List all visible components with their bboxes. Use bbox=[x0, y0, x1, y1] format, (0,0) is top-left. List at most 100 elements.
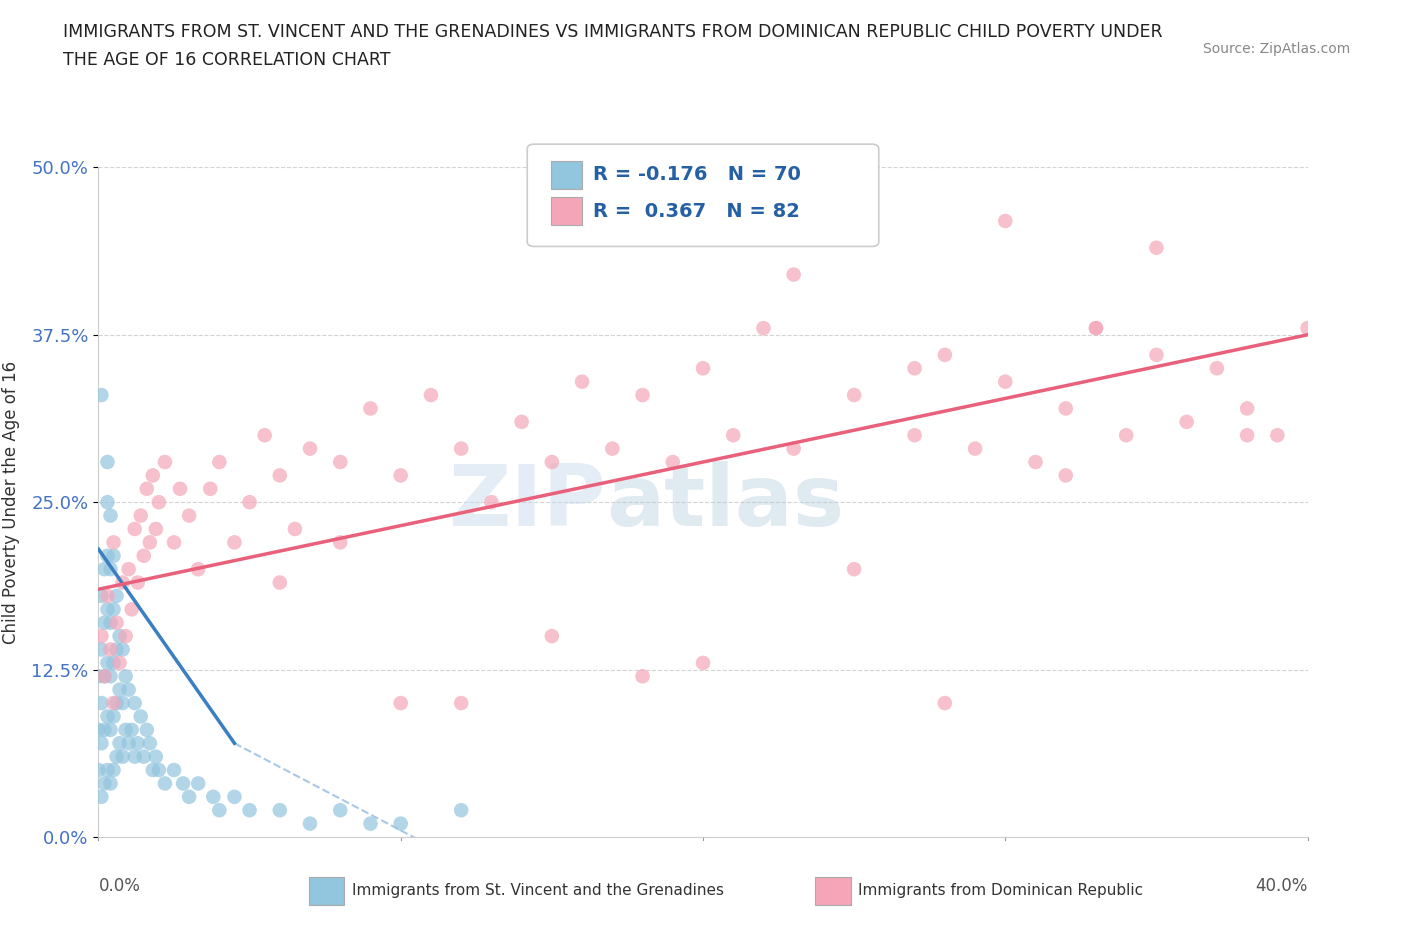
Point bbox=[177, 790, 201, 804]
Point bbox=[163, 763, 186, 777]
Point bbox=[450, 441, 472, 456]
Point bbox=[124, 696, 146, 711]
Point bbox=[121, 723, 143, 737]
Text: ZIP: ZIP bbox=[449, 460, 606, 544]
Point bbox=[540, 629, 562, 644]
Point bbox=[1265, 428, 1288, 443]
Point bbox=[1085, 321, 1108, 336]
Point bbox=[103, 602, 125, 617]
Point bbox=[105, 696, 128, 711]
Point bbox=[540, 455, 562, 470]
Point bbox=[93, 723, 115, 737]
Point bbox=[269, 468, 291, 483]
Point bbox=[103, 549, 125, 564]
Point bbox=[103, 696, 125, 711]
Point bbox=[108, 629, 131, 644]
Point bbox=[90, 696, 112, 711]
Point bbox=[153, 776, 176, 790]
Point bbox=[103, 709, 125, 724]
Point bbox=[1175, 415, 1198, 430]
Point bbox=[329, 455, 352, 470]
Point bbox=[90, 388, 112, 403]
Point bbox=[118, 736, 141, 751]
Point bbox=[510, 415, 533, 430]
Point bbox=[661, 455, 683, 470]
Text: 40.0%: 40.0% bbox=[1256, 877, 1308, 896]
Point bbox=[139, 736, 162, 751]
Point bbox=[1144, 240, 1167, 255]
Point bbox=[450, 696, 472, 711]
Point bbox=[934, 696, 956, 711]
Point bbox=[200, 482, 222, 497]
Point bbox=[1206, 361, 1229, 376]
Point bbox=[132, 750, 155, 764]
Point bbox=[269, 575, 291, 590]
Point bbox=[269, 803, 291, 817]
Point bbox=[90, 589, 112, 604]
Point bbox=[994, 214, 1017, 229]
Point bbox=[1236, 401, 1258, 416]
Text: 0.0%: 0.0% bbox=[98, 877, 141, 896]
Point bbox=[100, 723, 122, 737]
Point bbox=[360, 817, 382, 831]
Point bbox=[389, 817, 412, 831]
Point bbox=[111, 696, 134, 711]
Point bbox=[389, 696, 412, 711]
Point bbox=[127, 736, 149, 751]
Point bbox=[571, 374, 593, 389]
Point bbox=[994, 374, 1017, 389]
Point bbox=[202, 790, 225, 804]
Point bbox=[1024, 455, 1046, 470]
Point bbox=[631, 388, 654, 403]
Point bbox=[111, 642, 134, 657]
Point bbox=[844, 562, 866, 577]
Point bbox=[177, 508, 201, 523]
Point bbox=[96, 455, 118, 470]
Point bbox=[96, 602, 118, 617]
Point bbox=[103, 535, 125, 550]
Point bbox=[127, 575, 149, 590]
Text: atlas: atlas bbox=[606, 460, 845, 544]
Point bbox=[187, 776, 209, 790]
Text: R =  0.367   N = 82: R = 0.367 N = 82 bbox=[593, 202, 800, 220]
Point bbox=[121, 602, 143, 617]
Point bbox=[96, 549, 118, 564]
Point bbox=[114, 629, 136, 644]
Point bbox=[208, 803, 231, 817]
Point bbox=[299, 441, 322, 456]
Point bbox=[329, 803, 352, 817]
Point bbox=[93, 776, 115, 790]
Point bbox=[1236, 428, 1258, 443]
Point bbox=[93, 562, 115, 577]
Y-axis label: Child Poverty Under the Age of 16: Child Poverty Under the Age of 16 bbox=[3, 361, 20, 644]
Point bbox=[169, 482, 191, 497]
Point bbox=[93, 616, 115, 631]
Point bbox=[145, 522, 167, 537]
Text: IMMIGRANTS FROM ST. VINCENT AND THE GRENADINES VS IMMIGRANTS FROM DOMINICAN REPU: IMMIGRANTS FROM ST. VINCENT AND THE GREN… bbox=[63, 23, 1163, 41]
Point bbox=[90, 790, 112, 804]
Point bbox=[934, 348, 956, 363]
Point bbox=[129, 508, 152, 523]
Point bbox=[105, 589, 128, 604]
Point bbox=[96, 763, 118, 777]
Point bbox=[844, 388, 866, 403]
Point bbox=[142, 468, 165, 483]
Point bbox=[1144, 348, 1167, 363]
Point bbox=[631, 669, 654, 684]
Point bbox=[139, 535, 162, 550]
Point bbox=[148, 495, 170, 510]
Point bbox=[602, 441, 624, 456]
Point bbox=[450, 803, 472, 817]
Point bbox=[721, 428, 744, 443]
Point bbox=[752, 321, 775, 336]
Point bbox=[224, 535, 246, 550]
Point bbox=[752, 227, 775, 242]
Point bbox=[208, 455, 231, 470]
Point bbox=[124, 522, 146, 537]
Point bbox=[360, 401, 382, 416]
Point bbox=[163, 535, 186, 550]
Point bbox=[114, 669, 136, 684]
Point bbox=[100, 562, 122, 577]
Point bbox=[105, 616, 128, 631]
Text: Immigrants from Dominican Republic: Immigrants from Dominican Republic bbox=[858, 884, 1143, 898]
